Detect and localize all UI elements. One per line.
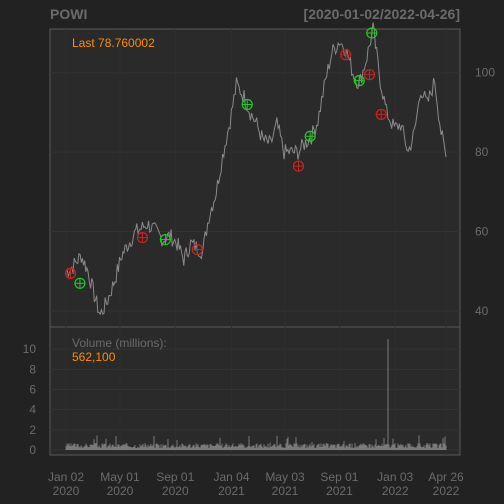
volume-value: 562,100 (72, 350, 116, 364)
x-tick-year-label: 2022 (382, 484, 409, 498)
buy-signal-marker (304, 130, 316, 142)
x-tick-label: Apr 26 (428, 470, 464, 484)
x-tick-label: Jan 04 (213, 470, 249, 484)
volume-y-tick-label: 4 (29, 403, 36, 417)
sell-signal-marker (136, 232, 149, 244)
buy-signal-marker (74, 277, 86, 289)
x-tick-label: Sep 01 (320, 470, 358, 484)
x-tick-year-label: 2020 (107, 484, 134, 498)
chart-title: POWI (50, 6, 87, 22)
x-tick-label: Sep 01 (156, 470, 194, 484)
sell-signal-marker (292, 160, 305, 172)
buy-signal-marker (366, 27, 378, 39)
price-y-tick-label: 100 (475, 66, 495, 80)
x-tick-year-label: 2020 (53, 484, 80, 498)
price-panel (49, 28, 461, 328)
x-tick-label: Jan 02 (48, 470, 84, 484)
buy-signal-marker (241, 98, 253, 111)
chart-date-range: [2020-01-02/2022-04-26] (304, 6, 460, 22)
x-tick-label: May 03 (265, 470, 305, 484)
buy-signal-marker (159, 233, 171, 246)
x-tick-label: Jan 03 (377, 470, 413, 484)
volume-y-tick-label: 0 (29, 443, 36, 457)
last-price-annotation: Last 78.760002 (72, 36, 155, 50)
buy-signal-marker (353, 75, 365, 87)
volume-y-ticks: 0 2 4 6 8 10 (23, 342, 37, 457)
trade-signals (64, 27, 387, 289)
x-tick-year-label: 2020 (162, 484, 189, 498)
x-tick-year-label: 2022 (433, 484, 460, 498)
sell-signal-marker (340, 49, 352, 61)
volume-y-tick-label: 10 (23, 342, 37, 356)
price-y-tick-label: 80 (475, 145, 489, 159)
x-tick-year-label: 2021 (326, 484, 353, 498)
volume-y-tick-label: 8 (29, 362, 36, 376)
x-tick-year-label: 2021 (272, 484, 299, 498)
price-grid (50, 72, 460, 312)
sell-signal-marker (363, 69, 376, 81)
sell-signal-marker (191, 243, 203, 256)
volume-bars (65, 339, 447, 450)
x-tick-label: May 01 (100, 470, 140, 484)
volume-y-tick-label: 6 (29, 383, 36, 397)
price-y-ticks: 40 60 80 100 (475, 66, 495, 318)
sell-signal-marker (375, 108, 387, 121)
volume-label: Volume (millions): (72, 336, 167, 350)
price-y-tick-label: 40 (475, 304, 489, 318)
price-series-line (65, 22, 447, 316)
x-tick-year-label: 2021 (218, 484, 245, 498)
volume-y-tick-label: 2 (29, 423, 36, 437)
sell-signal-marker (64, 267, 77, 279)
volume-panel (49, 326, 461, 456)
price-y-tick-label: 60 (475, 225, 489, 239)
x-grid (65, 29, 447, 455)
